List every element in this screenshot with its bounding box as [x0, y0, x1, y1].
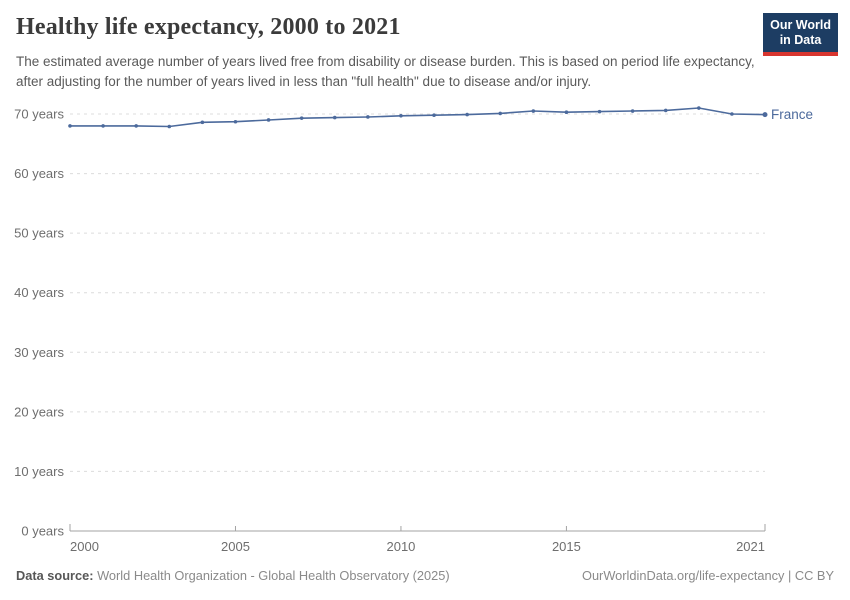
y-tick-label: 20 years [14, 404, 64, 419]
y-tick-label: 40 years [14, 285, 64, 300]
owid-logo-line2: in Data [779, 33, 822, 47]
data-point [597, 109, 602, 114]
data-point [730, 112, 734, 116]
x-tick-label: 2000 [70, 539, 99, 554]
data-point [332, 115, 337, 120]
footer-citation: OurWorldinData.org/life-expectancy | CC … [581, 568, 834, 583]
chart-area: 0 years 10 years 20 years 30 years 40 years 5… [0, 100, 850, 560]
series-line [70, 107, 766, 128]
page-subtitle: The estimated average number of years li… [16, 54, 755, 89]
data-point [630, 109, 635, 113]
y-tick-label: 30 years [14, 345, 64, 360]
data-point [167, 124, 172, 129]
data-point [68, 124, 72, 128]
y-tick-label: 50 years [14, 226, 64, 241]
data-source-label: Data source: [16, 568, 94, 583]
data-source-value: World Health Organization - Global Healt… [93, 568, 450, 583]
y-tick-label: 60 years [14, 166, 64, 181]
data-point [465, 112, 469, 117]
x-tick-label: 2015 [552, 539, 581, 554]
data-point [762, 112, 768, 118]
footer: Data source: World Health Organization -… [16, 568, 834, 583]
data-point [366, 115, 370, 119]
data-point [266, 118, 271, 122]
y-tick-label: 0 years [21, 524, 64, 539]
x-tick-label: 2021 [736, 539, 765, 554]
data-point [564, 110, 569, 115]
page-title: Healthy life expectancy, 2000 to 2021 [16, 14, 401, 40]
y-tick-label: 70 years [14, 107, 64, 122]
x-tick-label: 2005 [221, 539, 250, 554]
data-point [663, 108, 668, 113]
y-tick-label: 10 years [14, 464, 64, 479]
owid-logo: Our World in Data [763, 13, 838, 56]
series-end-label: France [771, 107, 813, 122]
data-point [134, 124, 138, 128]
data-point [200, 120, 205, 125]
data-point [432, 113, 436, 117]
data-point [498, 111, 503, 116]
data-point [399, 113, 403, 118]
data-point [233, 119, 238, 124]
owid-logo-line1: Our World [770, 18, 831, 32]
x-tick-label: 2010 [386, 539, 415, 554]
line-chart: 0 years 10 years 20 years 30 years 40 years 5… [14, 106, 813, 554]
data-point [697, 106, 701, 110]
data-point [299, 116, 304, 120]
data-source: Data source: World Health Organization -… [16, 568, 450, 583]
data-point [101, 124, 105, 128]
data-point [531, 109, 536, 113]
